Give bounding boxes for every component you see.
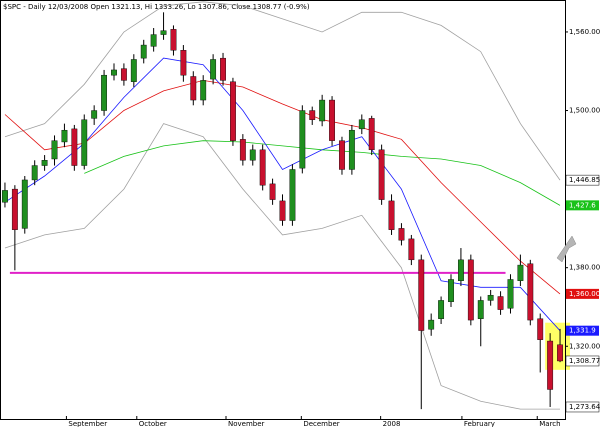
candle-body — [289, 169, 296, 221]
y-tick-label: 1,380.00 — [569, 264, 600, 272]
overlay-line — [4, 79, 561, 295]
candle-body — [438, 300, 445, 319]
x-tick-label: 2008 — [383, 420, 401, 427]
candle-body — [487, 294, 494, 301]
candle-body — [269, 183, 276, 200]
candle-body — [101, 74, 108, 111]
candle-body — [130, 59, 137, 82]
candle-body — [180, 50, 187, 76]
candle-body — [398, 228, 405, 241]
candle-body — [51, 140, 58, 160]
candle-body — [210, 59, 217, 80]
value-tag-label: 1,446.85 — [569, 176, 600, 184]
value-tag-label: 1,360.00 — [569, 290, 600, 298]
candle-body — [329, 99, 335, 141]
value-tag-label: 1,331.9 — [569, 327, 596, 335]
candle-body — [21, 179, 28, 229]
candle-body — [170, 29, 177, 51]
arrow — [556, 235, 577, 263]
candle-body — [120, 68, 127, 81]
candle-body — [339, 140, 345, 170]
candle-body — [61, 129, 68, 143]
candle-body — [358, 119, 365, 130]
candle-body — [547, 340, 554, 390]
y-tick-label: 1,320.00 — [569, 342, 600, 350]
candle-body — [378, 149, 385, 200]
candle-body — [150, 34, 157, 47]
candle-body — [467, 259, 474, 321]
candle-body — [259, 149, 266, 186]
candle-body — [418, 259, 425, 331]
candle-body — [41, 160, 48, 166]
candle-body — [428, 319, 435, 330]
candle-body — [507, 279, 514, 309]
candle-body — [81, 119, 88, 166]
x-tick-label: February — [464, 420, 495, 427]
chart-title: $SPC - Daily 12/03/2008 Open 1321.13, Hi… — [3, 3, 310, 11]
y-tick-label: 1,560.00 — [569, 28, 600, 36]
x-tick-label: September — [68, 420, 107, 427]
plot-border — [0, 0, 566, 420]
candle-body — [477, 300, 484, 319]
overlay-line — [4, 57, 561, 331]
candle-body — [457, 259, 464, 281]
x-tick-label: October — [139, 420, 167, 427]
candle-body — [239, 139, 246, 161]
overlay-line — [4, 1, 561, 181]
candle-body — [517, 264, 524, 281]
candle-body — [230, 81, 236, 141]
x-tick-label: March — [539, 420, 560, 427]
candle-body — [200, 80, 207, 101]
value-tag-label: 1,308.77 — [569, 357, 600, 365]
candle-body — [249, 149, 256, 161]
plot-area — [2, 1, 570, 410]
value-tag — [565, 355, 600, 367]
x-tick-label: November — [228, 420, 265, 427]
candle-body — [111, 69, 117, 76]
candle-body — [31, 165, 38, 181]
value-tag-label: 1,427.6 — [569, 201, 596, 209]
value-tag — [565, 401, 600, 413]
candle-body — [408, 238, 415, 261]
overlay-line — [4, 123, 560, 410]
candle-body — [368, 118, 375, 151]
candle-body — [448, 279, 454, 302]
candle-body — [279, 200, 286, 221]
candle-body — [388, 200, 395, 230]
value-tag — [566, 288, 599, 299]
value-tag-label: 1,273.64 — [569, 403, 600, 411]
candle-body — [537, 318, 544, 340]
candle-body — [497, 296, 504, 310]
candle-body — [71, 128, 78, 166]
candle-body — [319, 99, 326, 122]
x-tick-label: December — [303, 420, 339, 427]
candle-body — [11, 188, 18, 230]
candle-body — [299, 110, 306, 169]
value-tag — [565, 174, 600, 186]
candle-body — [160, 30, 167, 35]
candle-body — [190, 76, 197, 101]
candle-body — [2, 190, 8, 203]
value-tag — [566, 325, 599, 336]
candle-body — [140, 44, 147, 59]
candle-body — [348, 129, 355, 170]
candle-body — [91, 110, 98, 119]
value-tag — [566, 200, 599, 211]
y-tick-label: 1,500.00 — [569, 107, 600, 115]
candle-body — [220, 57, 226, 81]
candle-body — [527, 263, 534, 321]
candle-body — [309, 110, 316, 120]
candle-body — [557, 344, 563, 362]
